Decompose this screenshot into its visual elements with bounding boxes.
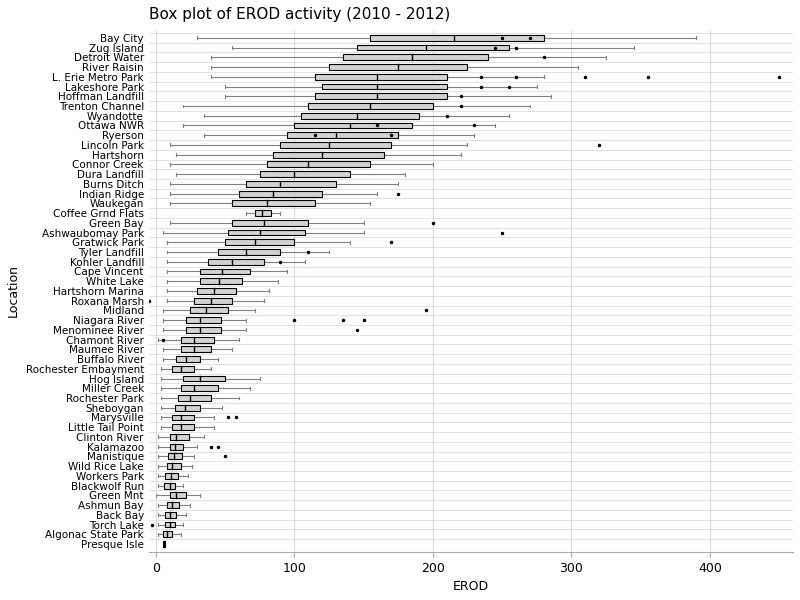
Bar	[239, 191, 322, 197]
Bar	[246, 181, 336, 187]
Bar	[181, 385, 218, 391]
Bar	[322, 83, 446, 89]
Bar	[194, 298, 232, 304]
Bar	[308, 103, 433, 109]
Bar	[166, 463, 181, 469]
Bar	[164, 482, 175, 488]
Bar	[259, 171, 350, 177]
Bar	[315, 74, 446, 80]
Bar	[357, 44, 509, 50]
Bar	[274, 152, 384, 158]
Bar	[232, 220, 308, 226]
Bar	[170, 434, 189, 440]
Bar	[177, 356, 200, 362]
Bar	[232, 200, 315, 206]
Text: Box plot of EROD activity (2010 - 2012): Box plot of EROD activity (2010 - 2012)	[149, 7, 450, 22]
Y-axis label: Location: Location	[7, 265, 20, 317]
Bar	[228, 230, 306, 235]
Bar	[315, 94, 446, 99]
Bar	[190, 307, 228, 313]
Bar	[186, 317, 221, 323]
Bar	[186, 327, 221, 333]
Bar	[370, 35, 544, 41]
Bar	[266, 161, 370, 167]
Bar	[183, 376, 225, 382]
Bar	[162, 541, 166, 547]
Bar	[301, 113, 419, 119]
Bar	[166, 473, 178, 479]
Bar	[168, 454, 182, 460]
Bar	[178, 395, 211, 401]
Bar	[225, 239, 294, 245]
Bar	[172, 366, 194, 372]
Bar	[218, 249, 280, 255]
Bar	[172, 424, 194, 430]
Bar	[166, 521, 175, 527]
Bar	[172, 415, 194, 421]
Bar	[255, 210, 270, 216]
Bar	[166, 502, 179, 508]
Bar	[280, 142, 391, 148]
Bar	[162, 532, 172, 537]
Bar	[170, 493, 186, 498]
Bar	[208, 259, 264, 265]
Bar	[166, 512, 177, 518]
Bar	[342, 55, 488, 60]
Bar	[294, 122, 412, 128]
Bar	[181, 337, 214, 343]
Bar	[200, 269, 250, 274]
Bar	[287, 132, 398, 138]
Bar	[170, 444, 183, 449]
Bar	[329, 64, 467, 70]
X-axis label: EROD: EROD	[453, 580, 489, 593]
Bar	[200, 278, 242, 284]
Bar	[175, 405, 200, 410]
Bar	[198, 288, 236, 294]
Bar	[181, 346, 211, 352]
